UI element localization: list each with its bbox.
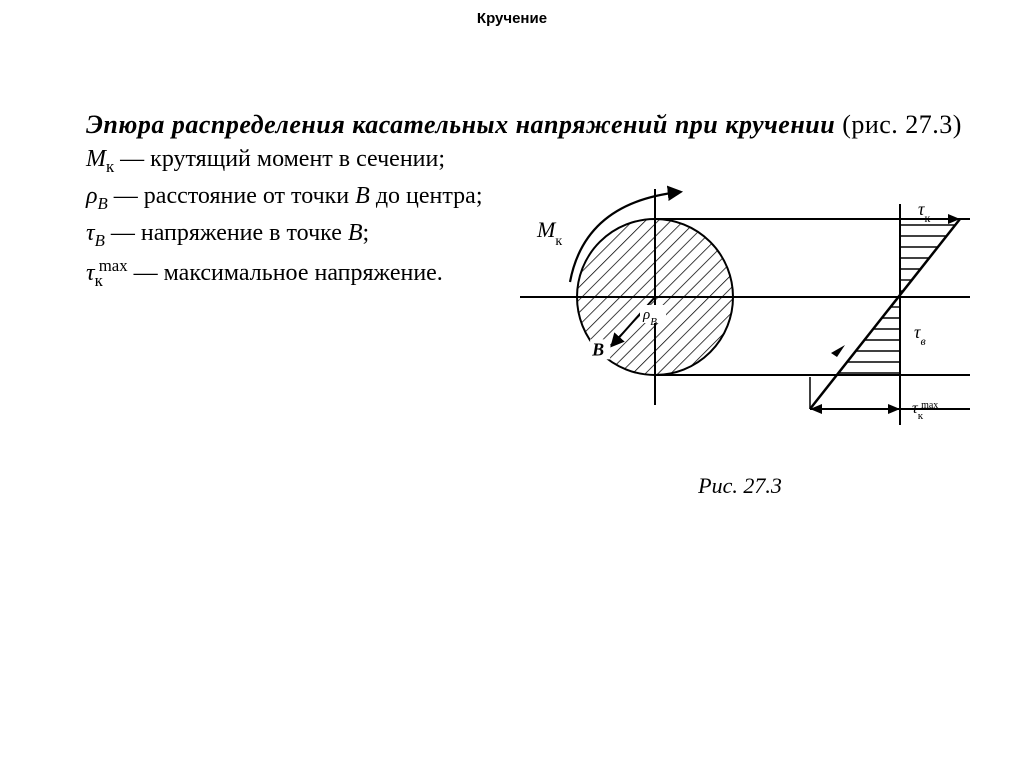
svg-text:τк: τк (918, 199, 930, 225)
svg-text:B: B (591, 339, 604, 359)
sym-tauB-sub: B (95, 231, 105, 250)
sym-rho-sub: B (98, 194, 108, 213)
def-mk: Mк — крутящий момент в сечении; (50, 142, 510, 179)
svg-text:τкmax: τкmax (912, 400, 938, 423)
svg-text:Mк: Mк (536, 217, 562, 249)
sym-M: M (86, 146, 106, 172)
heading-ref: (рис. 27.3) (835, 110, 962, 139)
def-tauB: τB — напряжение в точке B; (50, 216, 510, 253)
def-taumax: τкmax — максимальное напряжение. (50, 254, 510, 293)
def-tauB-a: — напряжение в точке (105, 220, 348, 246)
sym-rho: ρ (86, 183, 98, 209)
def-rho: ρB — расстояние от точки B до центра; (50, 179, 510, 216)
content: Эпюра распределения касательных напряжен… (0, 107, 1024, 293)
definitions: Mк — крутящий момент в сечении; ρB — рас… (50, 142, 510, 293)
sym-tauB: τ (86, 220, 95, 246)
page-title: Кручение (0, 0, 1024, 27)
diagram-svg: ρBBMкτкτвτкmax (500, 162, 980, 462)
figure: ρBBMкτкτвτкmax Рис. 27.3 (500, 162, 980, 499)
heading: Эпюра распределения касательных напряжен… (50, 107, 974, 142)
figure-caption: Рис. 27.3 (500, 473, 980, 499)
def-mk-text: — крутящий момент в сечении; (114, 146, 445, 172)
def-rho-a: — расстояние от точки (108, 183, 355, 209)
def-rho-c: до центра; (370, 183, 483, 209)
sym-taumax: τ (86, 260, 95, 286)
def-tauB-c: ; (363, 220, 370, 246)
def-taumax-text: — максимальное напряжение. (128, 260, 443, 286)
def-tauB-b: B (348, 220, 363, 246)
svg-text:τв: τв (914, 322, 926, 348)
def-rho-b: B (355, 183, 370, 209)
sym-taumax-sup: max (99, 256, 128, 275)
heading-bold: Эпюра распределения касательных напряжен… (86, 110, 835, 139)
sym-M-sub: к (106, 157, 114, 176)
